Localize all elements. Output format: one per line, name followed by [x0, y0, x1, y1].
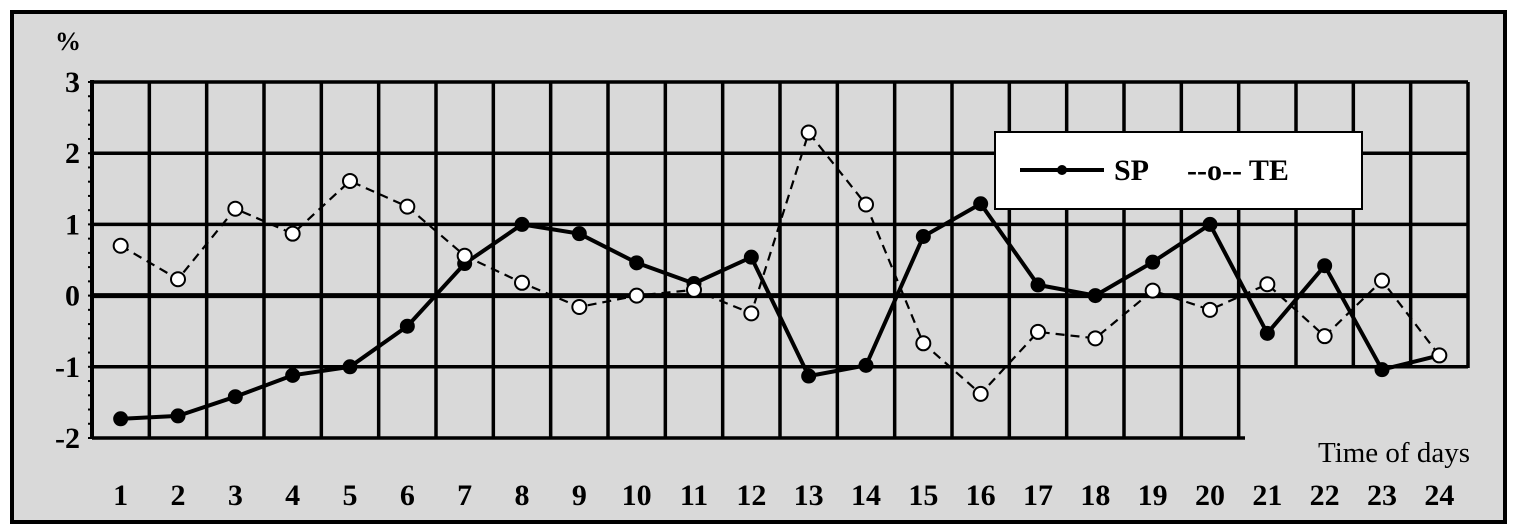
data-point-sp — [342, 359, 358, 375]
data-point-te — [1030, 323, 1046, 340]
series-line-te — [120, 130, 1441, 396]
data-point-te — [399, 198, 416, 215]
x-tick-label: 1 — [113, 479, 128, 512]
data-point-sp — [743, 249, 759, 265]
data-point-sp — [629, 255, 645, 271]
chart-background — [10, 10, 1507, 524]
x-tick-label: 20 — [1195, 479, 1225, 512]
data-point-te — [514, 274, 530, 291]
x-tick-label: 24 — [1424, 479, 1454, 512]
x-tick-label: 3 — [228, 479, 243, 512]
data-point-te — [858, 196, 874, 213]
data-point-sp — [514, 216, 530, 232]
data-point-te — [1374, 272, 1390, 289]
data-point-sp — [858, 357, 874, 373]
x-tick-label: 2 — [171, 479, 186, 512]
series-layer — [112, 124, 1448, 427]
data-point-te — [112, 237, 129, 254]
data-point-te — [342, 172, 358, 189]
data-point-te — [1259, 276, 1276, 293]
data-point-te — [686, 281, 702, 298]
data-point-te — [571, 298, 588, 315]
data-point-te — [284, 225, 301, 242]
x-tick-label: 17 — [1023, 479, 1053, 512]
data-point-sp — [1145, 254, 1161, 270]
legend: SP --o-- TE — [994, 131, 1363, 210]
legend-te-label: --o-- TE — [1187, 154, 1289, 187]
y-tick-label: -2 — [55, 422, 80, 455]
data-point-sp — [973, 196, 989, 212]
data-point-sp — [399, 318, 415, 334]
y-tick-label: 1 — [65, 208, 80, 241]
x-tick-label: 16 — [966, 479, 996, 512]
data-point-sp — [571, 226, 587, 242]
x-tick-label: 10 — [622, 479, 652, 512]
x-tick-label: 12 — [736, 479, 766, 512]
data-point-te — [227, 200, 244, 217]
x-axis-label: Time of days — [1318, 437, 1470, 469]
x-tick-label: 5 — [343, 479, 358, 512]
data-point-sp — [1087, 288, 1103, 304]
data-point-sp — [285, 367, 301, 383]
data-point-te — [1087, 330, 1104, 347]
data-point-sp — [1317, 258, 1333, 274]
legend-sp-label: SP — [1114, 154, 1149, 187]
data-point-sp — [1374, 362, 1390, 378]
x-tick-label: 6 — [400, 479, 415, 512]
x-tick-label: 13 — [794, 479, 824, 512]
data-point-te — [1431, 347, 1448, 364]
data-point-te — [915, 335, 932, 352]
data-point-sp — [1259, 325, 1275, 341]
data-point-te — [170, 271, 186, 288]
legend-sp-marker — [1057, 165, 1067, 175]
x-tick-label: 11 — [680, 479, 708, 512]
data-point-te — [1144, 282, 1161, 299]
data-point-sp — [113, 411, 129, 427]
x-tick-label: 8 — [515, 479, 530, 512]
x-tick-label: 22 — [1310, 479, 1340, 512]
data-point-te — [972, 385, 989, 402]
y-axis-unit: % — [55, 27, 81, 56]
x-tick-label: 9 — [572, 479, 587, 512]
x-tick-label: 7 — [457, 479, 472, 512]
x-tick-label: 21 — [1252, 479, 1282, 512]
x-tick-label: 14 — [851, 479, 881, 512]
data-point-sp — [1202, 216, 1218, 232]
series-line-sp — [120, 201, 1440, 421]
x-tick-label: 4 — [285, 479, 300, 512]
x-tick-label: 15 — [908, 479, 938, 512]
data-point-te — [1316, 328, 1333, 345]
data-point-te — [1202, 301, 1218, 318]
data-point-te — [628, 287, 645, 304]
data-point-te — [743, 305, 760, 322]
y-tick-label: 3 — [65, 66, 80, 99]
data-point-te — [800, 124, 817, 141]
data-point-sp — [915, 229, 931, 245]
x-tick-label: 19 — [1138, 479, 1168, 512]
y-tick-label: 0 — [65, 280, 80, 313]
data-point-sp — [170, 408, 186, 424]
x-tick-label: 23 — [1367, 479, 1397, 512]
y-tick-label: 2 — [65, 137, 80, 170]
data-point-sp — [801, 368, 817, 384]
data-point-te — [456, 247, 473, 264]
axes — [88, 80, 94, 439]
y-tick-label: -1 — [55, 351, 80, 384]
data-point-sp — [1030, 277, 1046, 293]
data-point-sp — [227, 389, 243, 405]
x-tick-label: 18 — [1080, 479, 1110, 512]
